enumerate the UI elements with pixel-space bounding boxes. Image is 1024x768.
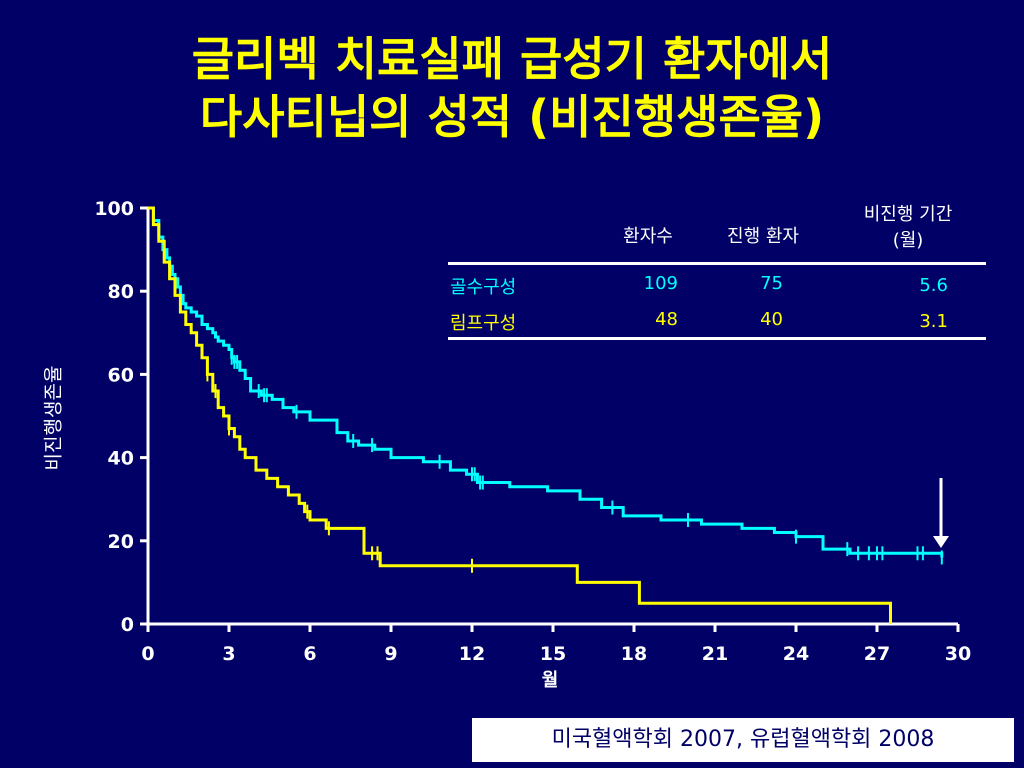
x-tick-label: 3: [222, 643, 235, 665]
row-name: 골수구성: [450, 277, 517, 298]
header-pfs: 비진행 기간 (월): [828, 202, 988, 254]
slide-title-line2: 다사티닙의 성적 (비진행생존율): [199, 90, 825, 144]
header-pfs-line1: 비진행 기간: [863, 204, 953, 225]
row-pfs: 3.1: [919, 311, 948, 332]
x-axis-label: 월: [541, 670, 559, 691]
y-tick-label: 80: [108, 281, 134, 303]
series-line-lymphoid: [148, 206, 892, 624]
header-patients: 환자수: [623, 226, 673, 247]
y-tick-label: 60: [108, 364, 134, 386]
series-line-myeloid: [148, 206, 944, 558]
header-pfs-line2: (월): [892, 230, 924, 251]
y-axis-label: 비진행생존율: [42, 365, 65, 471]
slide-title-line1: 글리벡 치료실패 급성기 환자에서: [191, 32, 833, 86]
x-tick-label: 30: [945, 643, 971, 665]
y-tick-label: 0: [121, 614, 134, 636]
x-tick-label: 24: [783, 643, 809, 665]
x-tick-label: 15: [540, 643, 566, 665]
row-patients: 48: [655, 309, 678, 330]
citation-box: 미국혈액학회 2007, 유럽혈액학회 2008: [472, 718, 1014, 762]
y-tick-label: 20: [108, 531, 134, 553]
x-tick-label: 6: [303, 643, 316, 665]
table-row-lymphoid: 림프구성 48 40 3.1: [448, 301, 986, 340]
row-progressed: 75: [760, 273, 783, 294]
annotation-arrow-head: [933, 536, 949, 548]
row-patients: 109: [643, 273, 678, 294]
x-tick-label: 18: [621, 643, 647, 665]
row-pfs: 5.6: [919, 275, 948, 296]
x-tick-label: 0: [141, 643, 154, 665]
x-tick-label: 27: [864, 643, 890, 665]
row-progressed: 40: [760, 309, 783, 330]
slide-title: 글리벡 치료실패 급성기 환자에서 다사티닙의 성적 (비진행생존율): [0, 30, 1024, 146]
row-name: 림프구성: [450, 313, 517, 334]
x-tick-label: 21: [702, 643, 728, 665]
y-tick-label: 100: [94, 198, 134, 220]
x-tick-label: 12: [459, 643, 485, 665]
table-header: 환자수 진행 환자 비진행 기간 (월): [448, 200, 986, 265]
table-row-myeloid: 골수구성 109 75 5.6: [448, 265, 986, 301]
summary-table: 환자수 진행 환자 비진행 기간 (월) 골수구성 109 75 5.6 림프구…: [448, 200, 986, 340]
header-progressed: 진행 환자: [727, 226, 799, 247]
y-tick-label: 40: [108, 448, 134, 470]
x-tick-label: 9: [384, 643, 397, 665]
